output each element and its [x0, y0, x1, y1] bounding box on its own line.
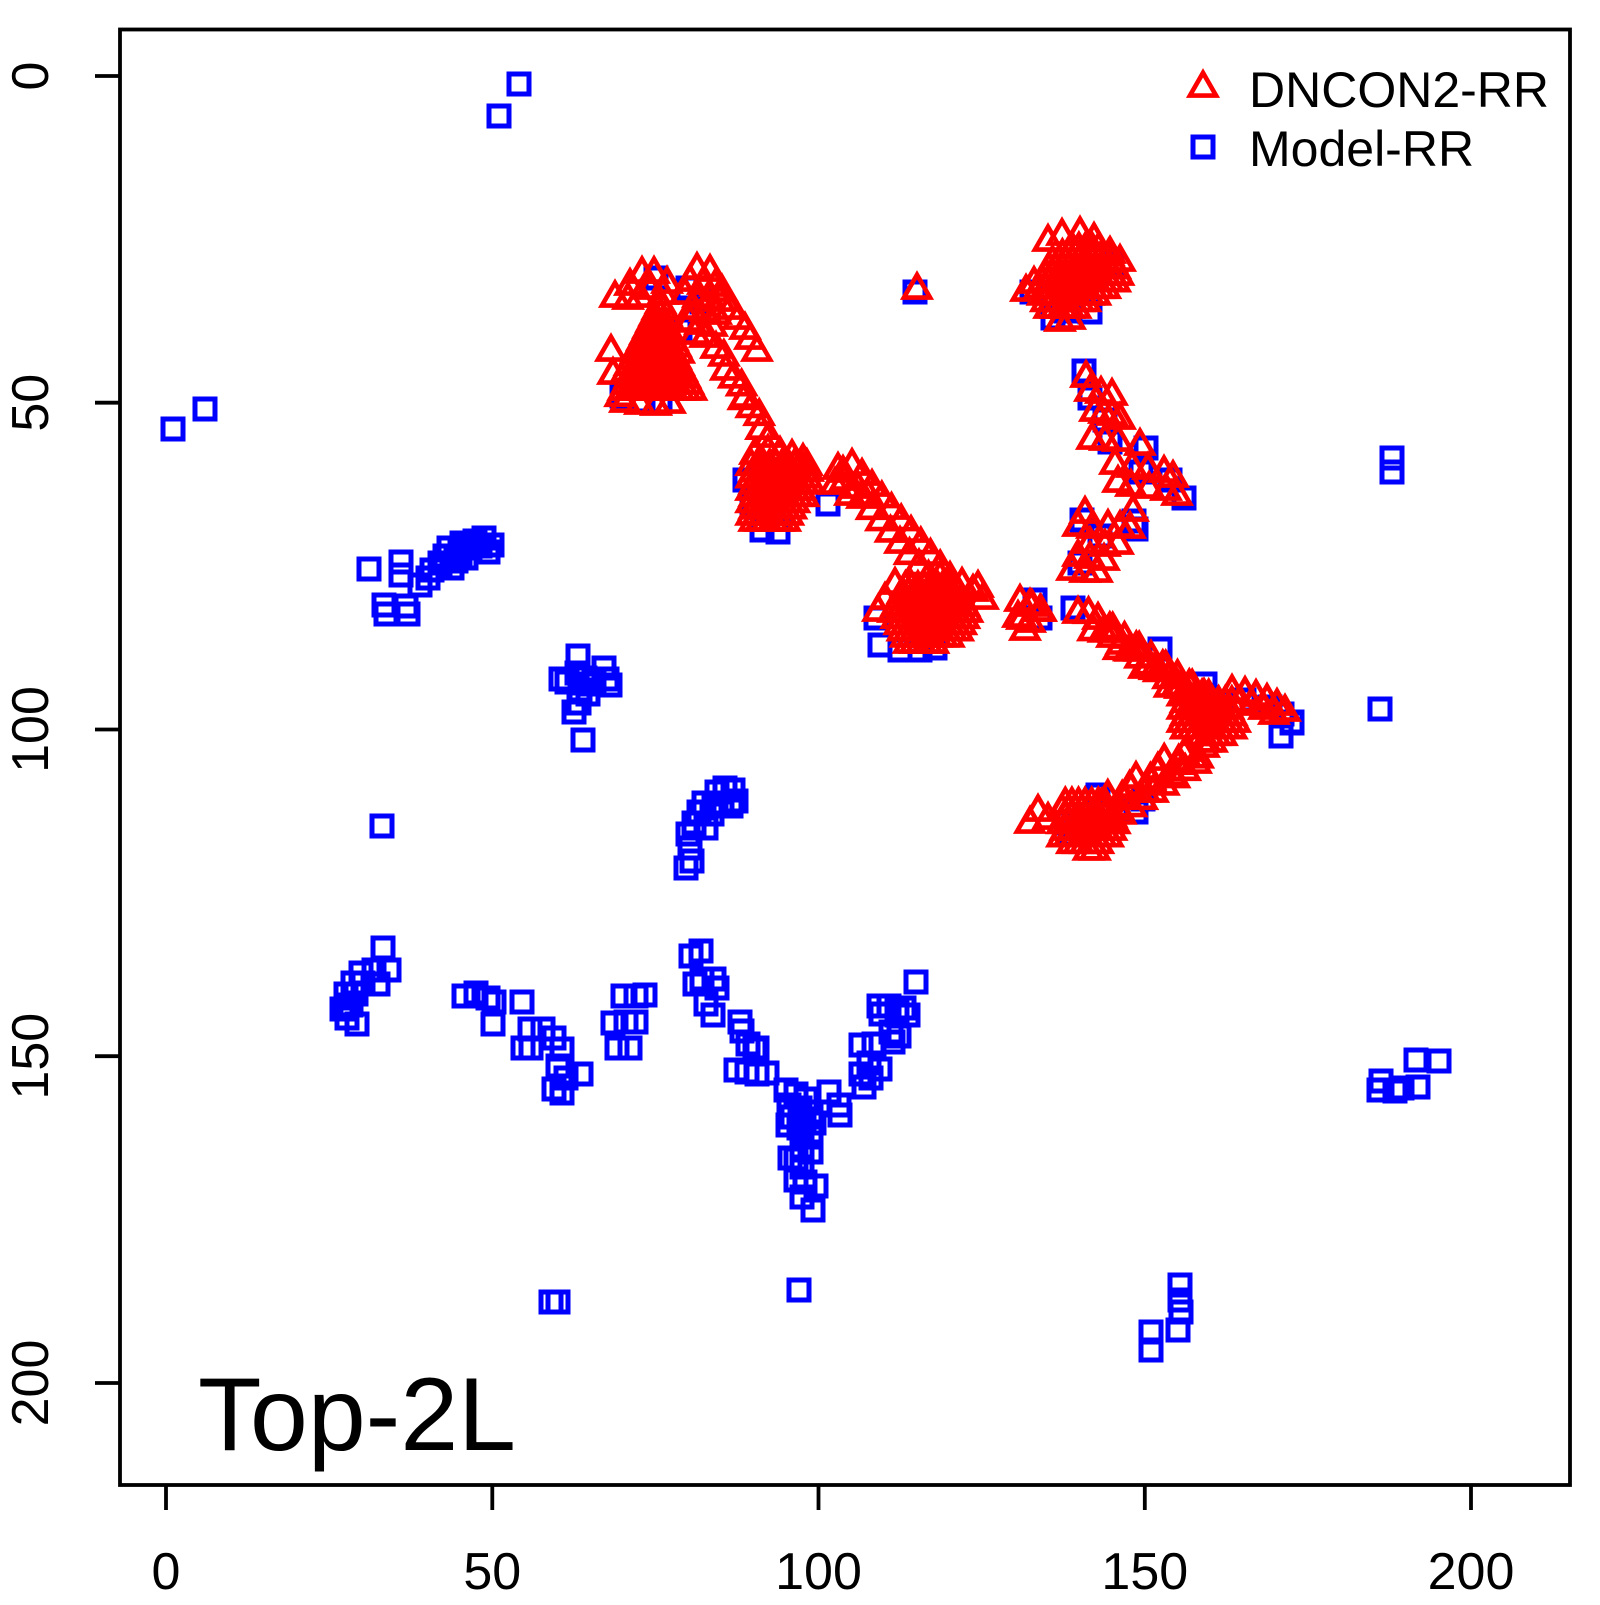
svg-text:50: 50: [463, 1543, 521, 1600]
svg-text:100: 100: [2, 686, 60, 773]
svg-text:0: 0: [152, 1543, 181, 1600]
svg-text:200: 200: [2, 1340, 60, 1427]
svg-text:Top-2L: Top-2L: [198, 1357, 516, 1473]
svg-text:50: 50: [2, 374, 60, 432]
svg-text:DNCON2-RR: DNCON2-RR: [1249, 62, 1549, 118]
svg-text:0: 0: [2, 62, 60, 91]
svg-text:Model-RR: Model-RR: [1249, 121, 1474, 177]
svg-text:150: 150: [2, 1013, 60, 1100]
svg-text:100: 100: [775, 1543, 862, 1600]
svg-text:200: 200: [1428, 1543, 1515, 1600]
svg-text:150: 150: [1101, 1543, 1188, 1600]
